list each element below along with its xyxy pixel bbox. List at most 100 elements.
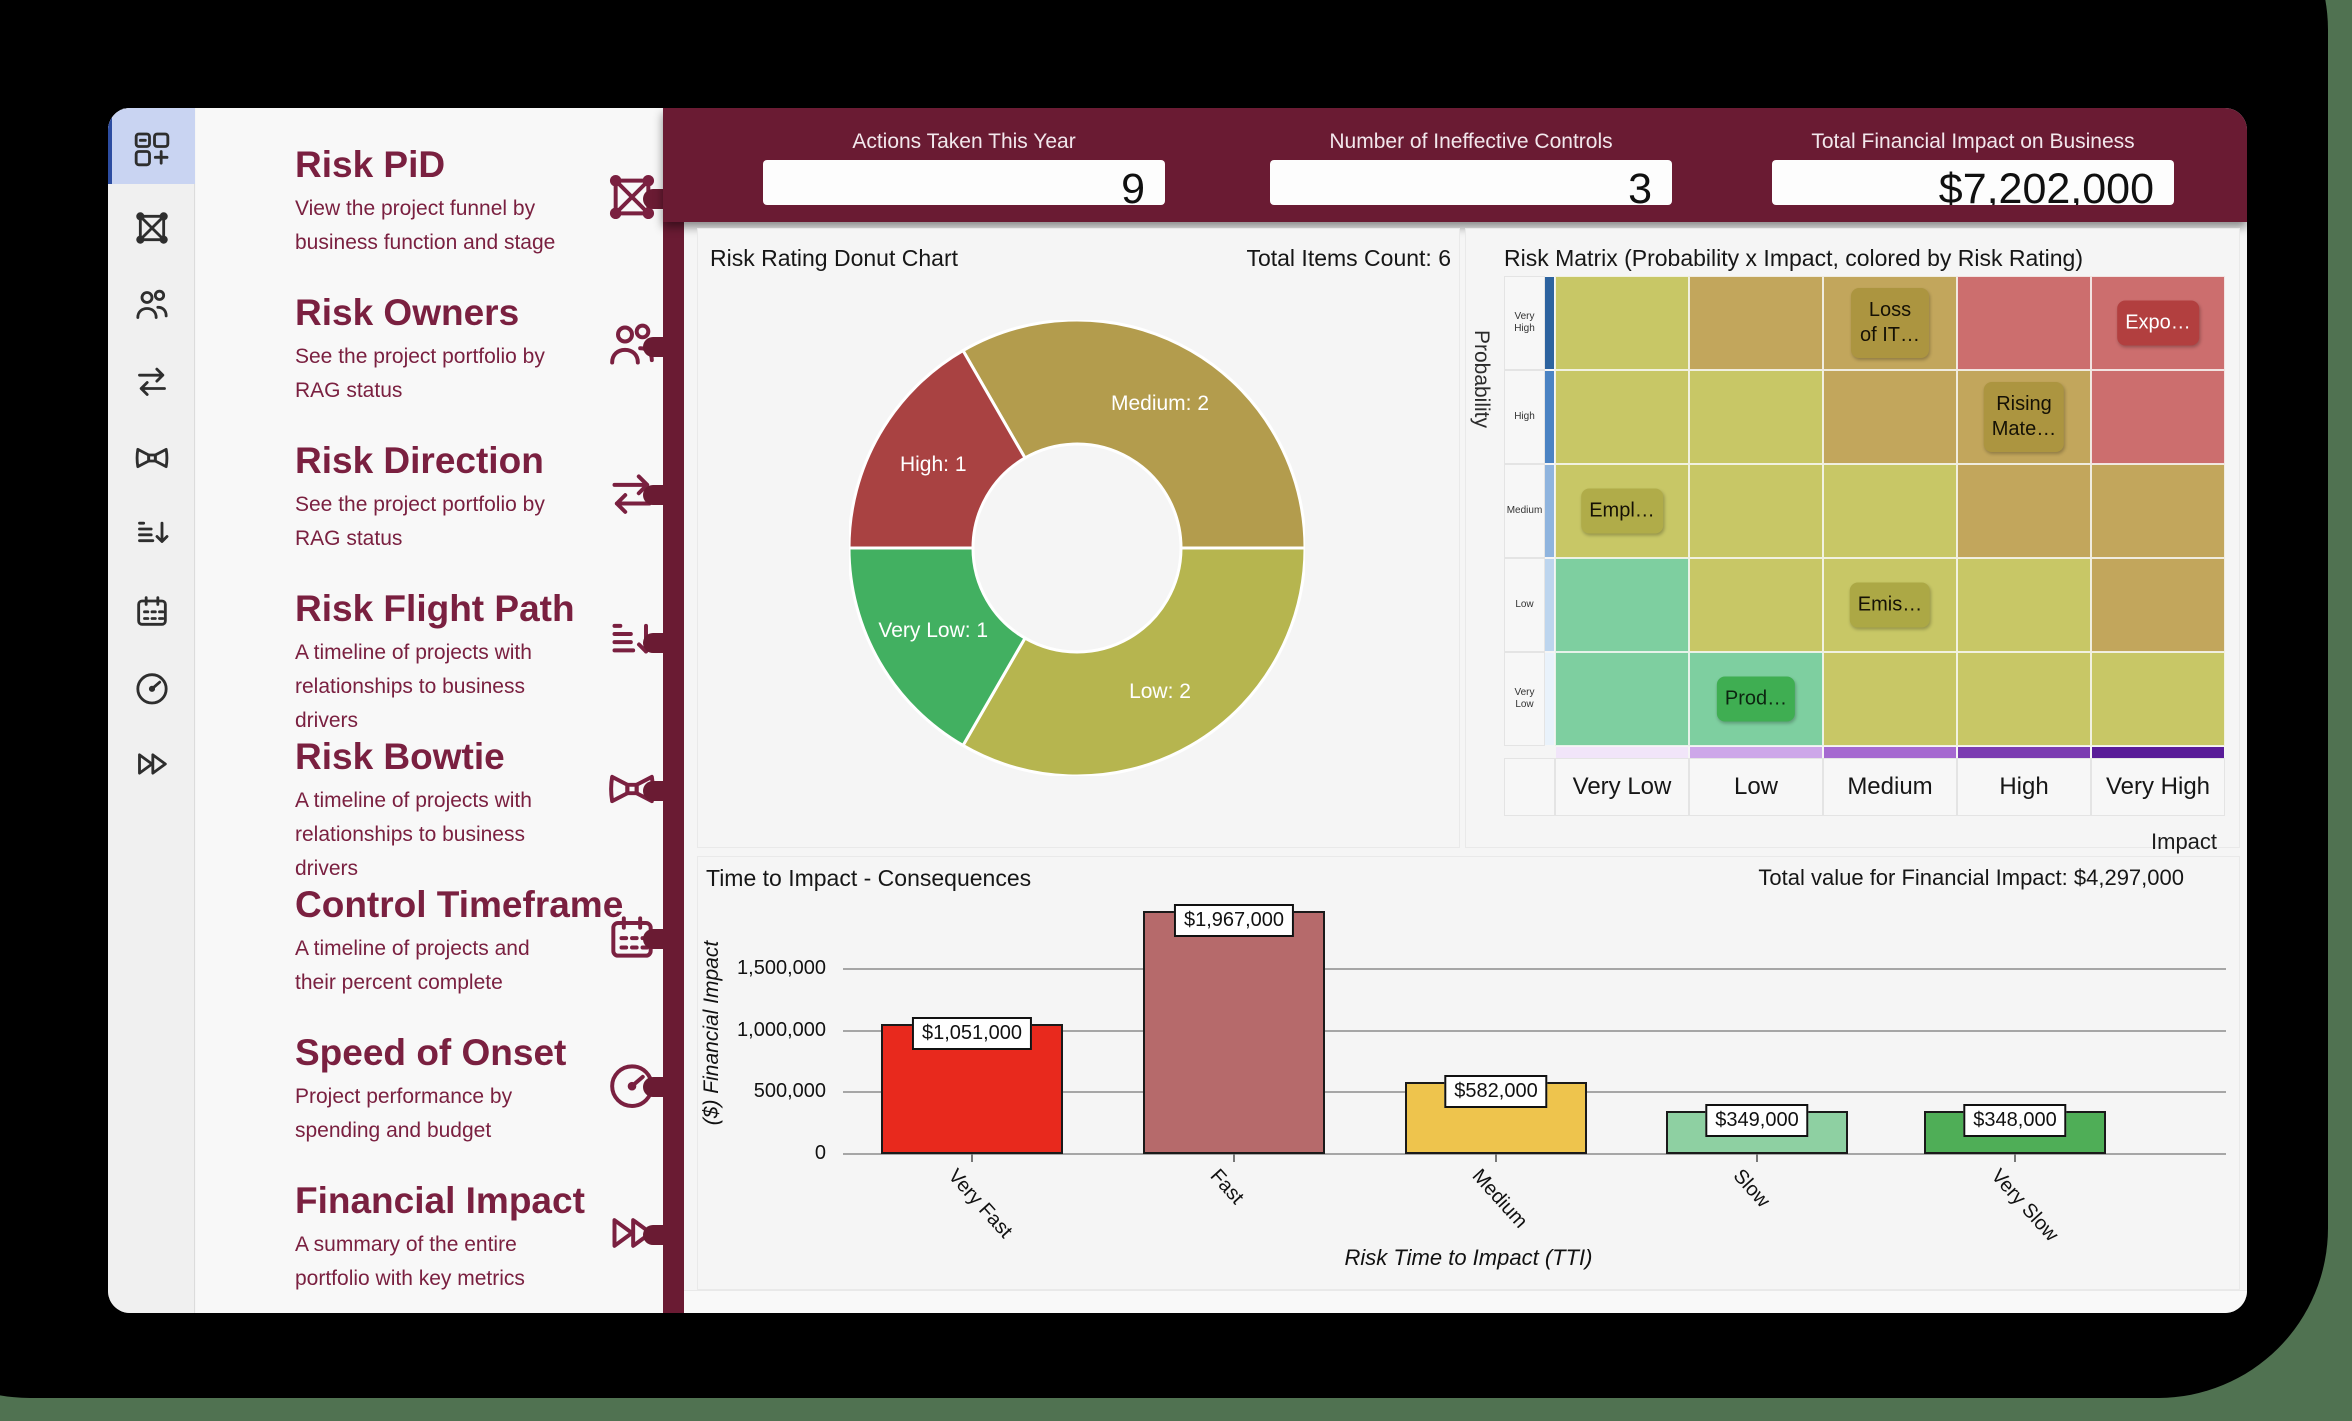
matrix-risk-tag[interactable]: Prod… (1716, 676, 1796, 722)
matrix-title: Risk Matrix (Probability x Impact, color… (1504, 245, 2083, 271)
bar-value-label: $349,000 (1705, 1103, 1809, 1137)
donut-segment-medium[interactable] (961, 320, 1305, 550)
bar-chart-x-axis-label: Risk Time to Impact (TTI) (1344, 1245, 1593, 1270)
matrix-cell-very-low-very-low[interactable] (1555, 652, 1689, 746)
impact-strip (1958, 747, 2090, 758)
probability-strip (1545, 371, 1554, 463)
list-down-icon[interactable] (132, 514, 172, 554)
bar-value-label: $1,967,000 (1173, 904, 1295, 938)
spine-connector-pill (643, 485, 667, 505)
kpi-label: Total Financial Impact on Business (1811, 130, 2135, 153)
matrix-risk-tag[interactable]: Loss of IT… (1851, 288, 1929, 358)
matrix-col-label: Very High (2091, 758, 2225, 816)
sidebar-item-title[interactable]: Risk Bowtie (295, 736, 505, 777)
bar-chart-title: Time to Impact - Consequences (706, 865, 1032, 891)
matrix-x-axis-label: Impact (2151, 829, 2218, 854)
grid-plus-icon[interactable] (132, 129, 172, 169)
app-window: Risk PiD View the project funnel by busin… (108, 108, 2247, 1313)
sidebar-item-title[interactable]: Control Timeframe (295, 884, 624, 925)
donut-segment-low[interactable] (961, 546, 1305, 776)
matrix-corner-cell (1504, 758, 1555, 816)
matrix-row-label: Very High (1504, 276, 1545, 370)
impact-strip (1690, 747, 1822, 758)
people-icon[interactable] (132, 285, 172, 325)
x-tick-label: Slow (1728, 1165, 1775, 1212)
matrix-col-label: Very Low (1555, 758, 1689, 816)
probability-strip (1545, 559, 1554, 651)
matrix-cell-low-very-low[interactable] (1555, 558, 1689, 652)
x-tick-mark (1233, 1154, 1235, 1162)
donut-segment-high[interactable] (849, 349, 1027, 550)
matrix-cell-medium-high[interactable] (1957, 464, 2091, 558)
impact-strip (2092, 747, 2224, 758)
matrix-cell-low-high[interactable] (1957, 558, 2091, 652)
sidebar-item-description: A timeline of projects with relationship… (295, 641, 532, 732)
sidebar-item-title[interactable]: Risk Owners (295, 292, 520, 333)
probability-strip (1545, 465, 1554, 557)
box-x-icon[interactable] (132, 208, 172, 248)
matrix-cell-low-low[interactable] (1689, 558, 1823, 652)
icon-rail (108, 108, 195, 1313)
matrix-risk-tag[interactable]: Emis… (1849, 582, 1931, 628)
x-tick-mark (1756, 1154, 1758, 1162)
gauge-icon[interactable] (132, 668, 172, 708)
matrix-cell-medium-very-high[interactable] (2091, 464, 2225, 558)
matrix-row-label: Low (1504, 558, 1545, 652)
fast-forward-icon[interactable] (132, 744, 172, 784)
calendar-icon[interactable] (132, 591, 172, 631)
x-tick-label: Very Slow (1986, 1165, 2063, 1246)
bowtie-icon[interactable] (132, 438, 172, 478)
sidebar-item-title[interactable]: Risk Flight Path (295, 588, 575, 629)
matrix-risk-tag[interactable]: Rising Mate… (1983, 382, 2065, 452)
matrix-cell-high-low[interactable] (1689, 370, 1823, 464)
swap-icon[interactable] (132, 361, 172, 401)
matrix-cell-medium-medium[interactable] (1823, 464, 1957, 558)
matrix-cell-very-high-very-low[interactable] (1555, 276, 1689, 370)
fast-forward-icon (604, 1205, 660, 1261)
matrix-cell-very-low-very-high[interactable] (2091, 652, 2225, 746)
matrix-risk-tag[interactable]: Expo… (2117, 300, 2199, 346)
matrix-cell-medium-low[interactable] (1689, 464, 1823, 558)
y-tick-label: 500,000 (753, 1080, 826, 1103)
matrix-cell-very-low-high[interactable] (1957, 652, 2091, 746)
sidebar-item-description: A timeline of projects with relationship… (295, 789, 532, 880)
matrix-col-label: Medium (1823, 758, 1957, 816)
spine-connector-pill (643, 1077, 667, 1097)
sidebar-item-title[interactable]: Financial Impact (295, 1180, 585, 1221)
donut-segment-label: Medium: 2 (1110, 392, 1210, 416)
spine-connector-pill (643, 1225, 667, 1245)
matrix-cell-low-very-high[interactable] (2091, 558, 2225, 652)
matrix-cell-very-high-low[interactable] (1689, 276, 1823, 370)
bar-value-label: $1,051,000 (911, 1017, 1033, 1051)
gridline (843, 1153, 2226, 1155)
risk-matrix-panel: Risk Matrix (Probability x Impact, color… (1465, 228, 2240, 854)
kpi-label: Actions Taken This Year (852, 130, 1076, 153)
x-tick-label: Fast (1205, 1165, 1249, 1209)
sidebar-item-description: A summary of the entire portfolio with k… (295, 1233, 525, 1290)
matrix-cell-very-low-medium[interactable] (1823, 652, 1957, 746)
matrix-y-axis-label: Probability (1470, 329, 1493, 429)
kpi-label: Number of Ineffective Controls (1329, 130, 1613, 153)
matrix-cell-high-very-high[interactable] (2091, 370, 2225, 464)
kpi-value-box: 3 (1270, 160, 1672, 205)
total-items-count: Total Items Count: 6 (1246, 245, 1451, 271)
sidebar-item-title[interactable]: Risk Direction (295, 440, 544, 481)
sidebar-item-title[interactable]: Risk PiD (295, 144, 446, 185)
matrix-cell-high-medium[interactable] (1823, 370, 1957, 464)
matrix-risk-tag[interactable]: Empl… (1581, 488, 1663, 534)
sidebar-item-title[interactable]: Speed of Onset (295, 1032, 567, 1073)
swap-icon (604, 465, 660, 521)
bar-fast[interactable] (1143, 911, 1325, 1154)
sidebar: Risk PiD View the project funnel by busin… (196, 108, 663, 1313)
gridline (843, 1029, 2226, 1032)
bar-chart-panel: Time to Impact - Consequences Total valu… (697, 856, 2240, 1290)
matrix-cell-high-very-low[interactable] (1555, 370, 1689, 464)
bottom-strip (684, 1290, 2247, 1313)
spine-connector-pill (643, 189, 667, 209)
probability-strip (1545, 653, 1554, 745)
rail-selected-highlight (108, 108, 195, 184)
matrix-cell-very-high-high[interactable] (1957, 276, 2091, 370)
x-tick-label: Medium (1467, 1165, 1532, 1233)
donut-segment-label: Low: 2 (1129, 679, 1191, 703)
donut-segment-very-low[interactable] (849, 546, 1027, 747)
